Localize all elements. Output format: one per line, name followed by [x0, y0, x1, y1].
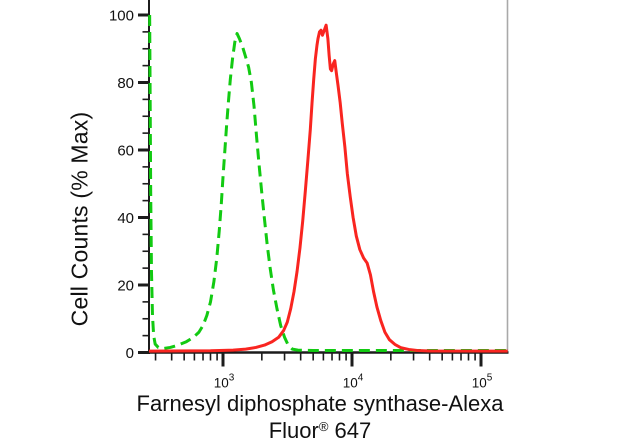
y-tick-label: 40: [117, 210, 134, 227]
curve-stained-red-solid: [149, 23, 508, 353]
y-tick-label: 100: [109, 8, 134, 25]
x-axis-title: Farnesyl diphosphate synthase-Alexa Fluo…: [0, 392, 640, 442]
curve-control-green-dashed: [148, 14, 508, 352]
y-axis-title: Cell Counts (% Max): [66, 111, 93, 327]
y-tick-label: 60: [117, 143, 134, 160]
x-tick-label: 103: [214, 373, 235, 391]
curves-group: [148, 14, 508, 353]
registered-trademark-symbol: ®: [318, 419, 329, 434]
y-tick-label: 0: [126, 345, 134, 362]
x-tick-label: 105: [472, 373, 493, 391]
x-axis-title-line1: Farnesyl diphosphate synthase-Alexa: [136, 391, 504, 416]
y-tick-label: 80: [117, 75, 134, 92]
y-tick-label: 20: [117, 278, 134, 295]
x-axis-title-line2: Fluor® 647: [268, 418, 372, 443]
x-tick-label: 104: [343, 373, 364, 391]
